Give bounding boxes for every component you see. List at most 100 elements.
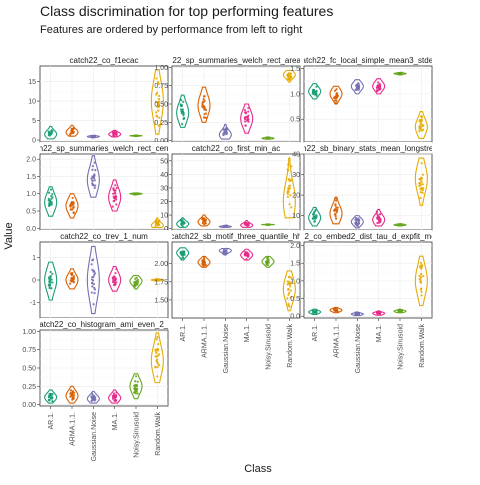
data-point xyxy=(419,280,422,283)
data-point xyxy=(113,275,116,278)
panel-frame xyxy=(39,153,169,231)
x-tick-label: Random.Walk xyxy=(155,412,162,456)
data-point xyxy=(420,294,423,297)
data-point xyxy=(203,106,206,109)
data-point xyxy=(289,194,292,197)
data-point xyxy=(311,217,314,220)
data-point xyxy=(115,186,118,190)
data-point xyxy=(155,359,158,362)
data-point xyxy=(92,283,95,286)
data-point xyxy=(287,293,290,296)
violin-noisy-sinusoid xyxy=(129,192,143,196)
data-point xyxy=(48,204,51,207)
data-point xyxy=(334,101,338,105)
data-point xyxy=(355,87,358,90)
y-tick-label: 0.25 xyxy=(22,384,36,391)
data-point xyxy=(286,74,289,77)
data-point xyxy=(246,117,249,121)
data-point xyxy=(158,116,161,119)
y-tick-label: 0.5 xyxy=(290,117,300,124)
data-point xyxy=(315,93,318,96)
data-point xyxy=(93,286,96,289)
data-point xyxy=(113,131,116,134)
y-tick-label: 20 xyxy=(160,199,168,206)
data-point xyxy=(418,125,422,129)
data-point xyxy=(50,287,53,290)
x-tick-label: Gaussian.Noise xyxy=(355,324,362,374)
violin-arma-1-1 xyxy=(65,385,79,404)
data-point xyxy=(181,218,184,221)
data-point xyxy=(225,252,229,255)
data-point xyxy=(91,285,94,288)
data-point xyxy=(397,223,400,226)
data-point xyxy=(112,395,116,398)
data-point xyxy=(288,72,292,75)
violin-ar-1 xyxy=(44,125,58,140)
data-point xyxy=(136,280,139,283)
violin-noisy-sinusoid xyxy=(261,255,275,268)
data-point xyxy=(247,120,250,123)
data-point xyxy=(379,219,382,223)
data-point xyxy=(154,225,157,228)
y-tick-label: 1.5 xyxy=(290,66,300,73)
data-point xyxy=(156,81,160,84)
data-point xyxy=(356,225,360,228)
y-tick-label: 0.5 xyxy=(26,209,36,216)
data-point xyxy=(134,277,137,280)
data-point xyxy=(419,122,422,125)
data-point xyxy=(420,118,423,121)
data-point xyxy=(90,291,93,294)
data-point xyxy=(335,99,338,102)
data-point xyxy=(115,130,118,134)
x-tick-label: Random.Walk xyxy=(419,324,426,368)
data-point xyxy=(335,217,338,220)
data-point xyxy=(379,87,382,91)
data-point xyxy=(157,97,161,101)
data-point xyxy=(287,304,290,307)
data-point xyxy=(265,263,268,266)
panels-layer: catch22_co_f1ecac051015catch22_sp_summar… xyxy=(22,54,433,461)
violin-random-walk xyxy=(282,69,296,83)
data-point xyxy=(182,117,186,120)
data-point xyxy=(420,272,423,276)
data-point xyxy=(47,197,50,200)
data-point xyxy=(111,205,114,208)
data-point xyxy=(180,112,183,115)
data-point xyxy=(92,394,96,397)
data-point xyxy=(113,279,116,282)
y-tick-label: 10 xyxy=(292,213,300,220)
data-point xyxy=(114,277,118,280)
x-tick-label: Gaussian.Noise xyxy=(223,324,230,374)
x-tick-label: AR.1. xyxy=(48,412,55,430)
data-point xyxy=(50,278,53,281)
data-point xyxy=(246,116,249,119)
violin-ar-1 xyxy=(308,206,322,227)
data-point xyxy=(289,276,293,279)
data-point xyxy=(114,394,117,397)
facet-panel: catch22_fc_local_simple_mean3_stderr 0.5 1… xyxy=(290,54,433,143)
facet-panel: catch22_co_trev_1_num -1 0 1 xyxy=(30,230,169,319)
data-point xyxy=(289,296,293,299)
data-point xyxy=(155,278,159,281)
data-point xyxy=(71,130,74,133)
data-point xyxy=(48,394,51,397)
x-tick-label: Noisy.Sinusoid xyxy=(398,324,405,370)
data-point xyxy=(201,259,204,262)
chart-title: Class discrimination for top performing … xyxy=(40,3,333,19)
data-point xyxy=(287,276,291,279)
data-point xyxy=(378,213,382,216)
violin-ma-1 xyxy=(108,266,122,292)
violin-noisy-sinusoid xyxy=(129,373,143,400)
data-point xyxy=(112,192,115,195)
data-point xyxy=(421,189,424,192)
data-point xyxy=(94,272,97,275)
data-point xyxy=(155,114,158,117)
data-point xyxy=(419,276,423,279)
y-tick-label: 0.00 xyxy=(154,138,168,145)
data-point xyxy=(183,222,186,225)
data-point xyxy=(91,168,94,171)
data-point xyxy=(93,135,96,139)
data-point xyxy=(266,258,269,261)
data-point xyxy=(93,288,97,291)
y-tick-label: 40 xyxy=(160,172,168,179)
